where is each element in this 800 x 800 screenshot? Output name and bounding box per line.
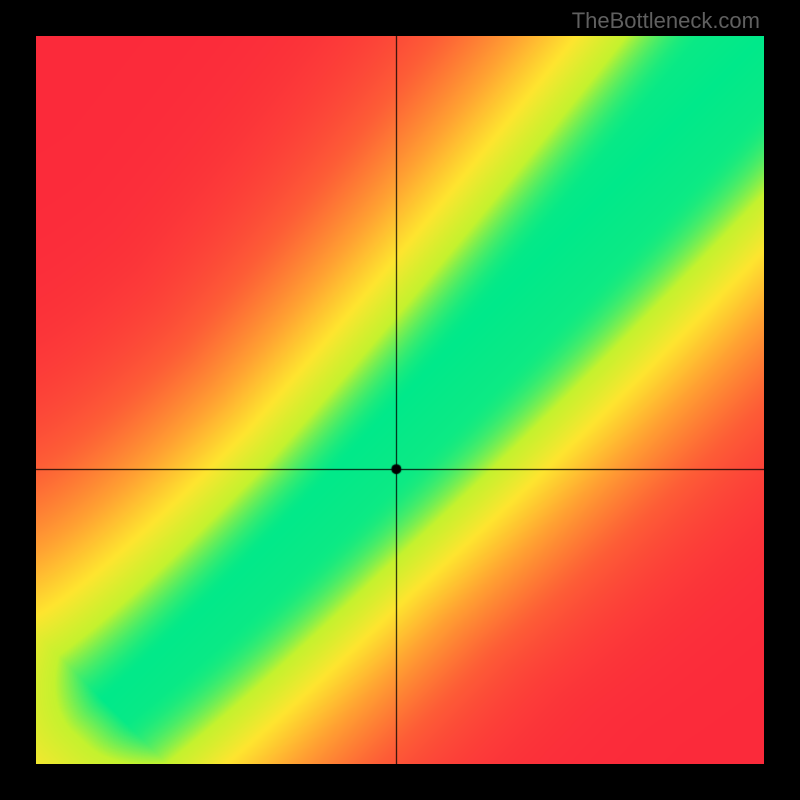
heatmap-plot [36, 36, 764, 764]
watermark-text: TheBottleneck.com [572, 8, 760, 34]
heatmap-canvas [36, 36, 764, 764]
